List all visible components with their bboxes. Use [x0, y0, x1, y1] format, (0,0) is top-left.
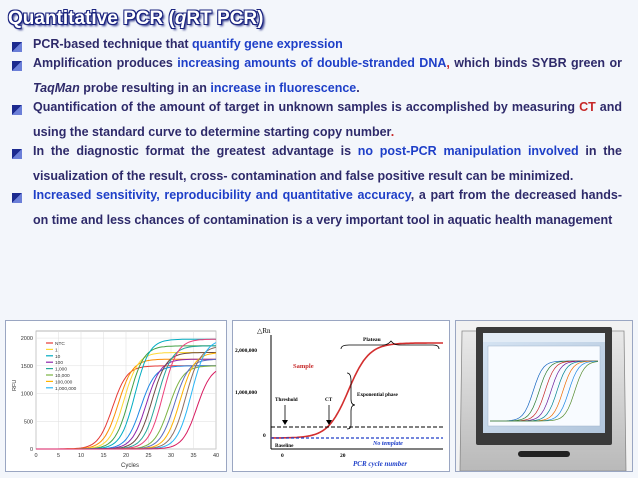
- ytick-2m: 2,000,000: [235, 348, 257, 354]
- qpcr-schematic-image: △Rn 2,000,000 1,000,000 0 0 20 PCR cycle…: [232, 320, 450, 472]
- bullet-marker-icon: [12, 193, 22, 203]
- ytick-0: 0: [263, 433, 266, 439]
- amp-ytick: 1000: [21, 392, 33, 398]
- legend-entry: NTC: [55, 341, 65, 347]
- ct-label: CT: [325, 397, 333, 403]
- amp-xtick: 0: [34, 453, 37, 459]
- amp-xtick: 35: [190, 453, 196, 459]
- legend-entry: 10: [55, 354, 61, 360]
- bullet-item: Quantification of the amount of target i…: [10, 100, 622, 145]
- rn-axis-label: △Rn: [257, 327, 271, 335]
- legend-entry: 1,000,000: [55, 386, 77, 392]
- legend-entry: 10,000: [55, 373, 70, 379]
- instrument-illustration: [456, 321, 632, 472]
- cycle-axis-label: PCR cycle number: [353, 460, 407, 468]
- bullet-marker-icon: [12, 61, 22, 71]
- bullet-text: Quantification of the amount of target i…: [33, 100, 622, 139]
- bullet-text: In the diagnostic format the greatest ad…: [33, 144, 622, 183]
- bullet-marker-icon: [12, 105, 22, 115]
- amplification-y-label: RFU: [12, 380, 18, 391]
- slide-title: Quantitative PCR (qRT PCR): [8, 8, 264, 29]
- bullet-marker-icon: [12, 42, 22, 52]
- amp-ytick: 1500: [21, 364, 33, 370]
- ytick-1m: 1,000,000: [235, 390, 257, 396]
- amp-xtick: 40: [213, 453, 219, 459]
- screen-curve: [490, 361, 599, 422]
- amp-xtick: 15: [100, 453, 106, 459]
- amp-xtick: 20: [123, 453, 129, 459]
- legend-entry: 100: [55, 360, 63, 366]
- legend-entry: 100,000: [55, 379, 73, 385]
- bullet-text: Amplification produces increasing amount…: [33, 56, 622, 95]
- amp-xtick: 30: [168, 453, 174, 459]
- xtick-0: 0: [281, 453, 284, 459]
- sample-label: Sample: [293, 363, 314, 370]
- threshold-label: Threshold: [275, 397, 298, 403]
- amp-ytick: 0: [30, 447, 33, 453]
- bullet-item: Increased sensitivity, reproducibility a…: [10, 188, 622, 233]
- legend-entry: 1,000: [55, 367, 67, 373]
- bullet-marker-icon: [12, 149, 22, 159]
- qpcr-schematic: △Rn 2,000,000 1,000,000 0 0 20 PCR cycle…: [233, 321, 449, 471]
- no-template-label: No template: [372, 441, 403, 447]
- amplification-plot-image: 0 500 1000 1500 2000 0 5 10 15 20 25 30 35 40 RFU Cy…: [5, 320, 227, 472]
- amp-xtick: 25: [145, 453, 151, 459]
- amplification-x-label: Cycles: [121, 463, 139, 469]
- xtick-20: 20: [340, 453, 346, 459]
- amp-ytick: 500: [24, 419, 33, 425]
- baseline-label: Baseline: [275, 443, 294, 449]
- amp-ytick: 2000: [21, 336, 33, 342]
- bullet-item: In the diagnostic format the greatest ad…: [10, 144, 622, 189]
- legend-entry: 1: [55, 347, 58, 353]
- amp-xtick: 5: [57, 453, 60, 459]
- amplification-plot: 0 500 1000 1500 2000 0 5 10 15 20 25 30 35 40 RFU Cy…: [6, 321, 226, 471]
- bullet-item: PCR-based technique that quantify gene e…: [10, 37, 622, 57]
- plateau-label: Plateau: [363, 337, 381, 343]
- amp-xtick: 10: [78, 453, 84, 459]
- bullet-list: PCR-based technique that quantify gene e…: [10, 37, 622, 233]
- bullet-text: Increased sensitivity, reproducibility a…: [33, 188, 622, 227]
- exponential-phase-label: Exponential phase: [357, 392, 398, 398]
- instrument-photo: [455, 320, 633, 472]
- bullet-item: Amplification produces increasing amount…: [10, 56, 622, 101]
- bullet-text: PCR-based technique that quantify gene e…: [33, 37, 343, 51]
- amplification-curve: [36, 370, 217, 450]
